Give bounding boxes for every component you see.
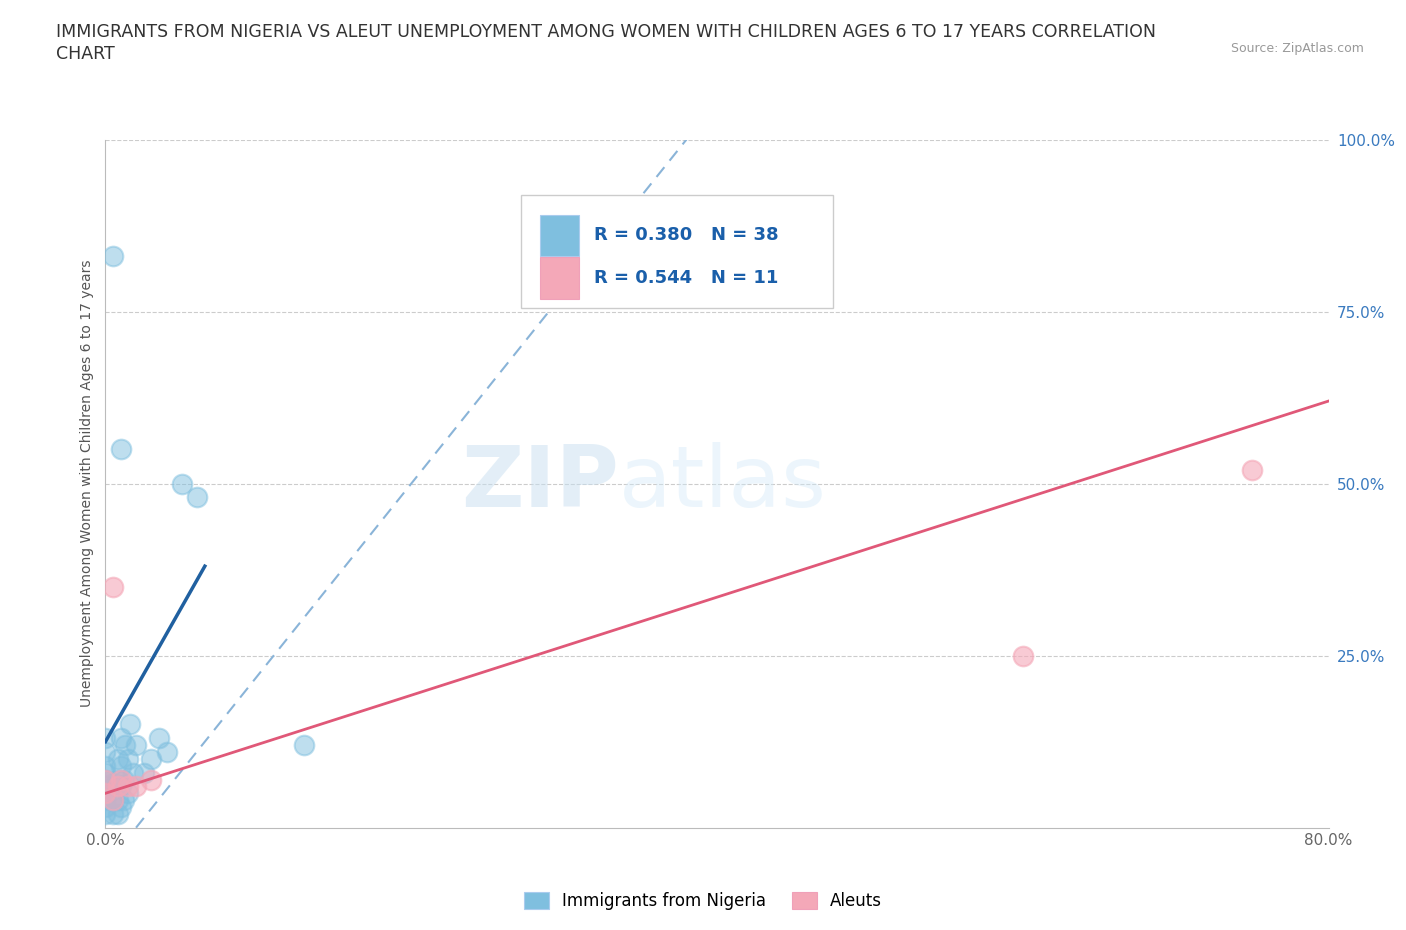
- Point: [94, 772, 117, 787]
- Point: [94, 745, 117, 760]
- Text: R = 0.380   N = 38: R = 0.380 N = 38: [593, 226, 778, 245]
- Point: [110, 758, 132, 773]
- Point: [94, 800, 117, 815]
- Point: [94, 772, 117, 787]
- Point: [94, 806, 117, 821]
- Point: [110, 731, 132, 746]
- Point: [148, 731, 170, 746]
- Legend: Immigrants from Nigeria, Aleuts: Immigrants from Nigeria, Aleuts: [517, 885, 889, 917]
- Point: [101, 249, 124, 264]
- Text: atlas: atlas: [619, 442, 827, 525]
- Text: IMMIGRANTS FROM NIGERIA VS ALEUT UNEMPLOYMENT AMONG WOMEN WITH CHILDREN AGES 6 T: IMMIGRANTS FROM NIGERIA VS ALEUT UNEMPLO…: [56, 23, 1156, 41]
- Point: [292, 737, 315, 752]
- Point: [112, 772, 135, 787]
- Point: [110, 772, 132, 787]
- Point: [125, 779, 148, 794]
- Point: [118, 717, 141, 732]
- Point: [94, 786, 117, 801]
- Point: [186, 490, 208, 505]
- Point: [107, 792, 129, 807]
- Point: [94, 758, 117, 773]
- Point: [101, 779, 124, 794]
- Point: [107, 779, 129, 794]
- Point: [125, 737, 148, 752]
- Point: [94, 765, 117, 780]
- FancyBboxPatch shape: [540, 215, 579, 256]
- Point: [110, 779, 132, 794]
- Text: CHART: CHART: [56, 45, 115, 62]
- Point: [107, 772, 129, 787]
- FancyBboxPatch shape: [522, 194, 834, 308]
- Point: [94, 786, 117, 801]
- Point: [117, 779, 139, 794]
- Point: [132, 765, 155, 780]
- Point: [141, 772, 163, 787]
- Y-axis label: Unemployment Among Women with Children Ages 6 to 17 years: Unemployment Among Women with Children A…: [80, 259, 94, 708]
- Point: [94, 779, 117, 794]
- Point: [112, 792, 135, 807]
- Point: [107, 806, 129, 821]
- Text: ZIP: ZIP: [461, 442, 619, 525]
- Point: [101, 579, 124, 594]
- Point: [141, 751, 163, 766]
- Point: [114, 737, 136, 752]
- Point: [122, 765, 145, 780]
- Point: [1241, 462, 1264, 477]
- Point: [101, 792, 124, 807]
- FancyBboxPatch shape: [540, 258, 579, 299]
- Point: [101, 792, 124, 807]
- Point: [107, 751, 129, 766]
- Text: Source: ZipAtlas.com: Source: ZipAtlas.com: [1230, 42, 1364, 55]
- Point: [94, 792, 117, 807]
- Point: [117, 751, 139, 766]
- Point: [101, 806, 124, 821]
- Point: [170, 476, 193, 491]
- Point: [110, 442, 132, 457]
- Point: [110, 800, 132, 815]
- Point: [155, 745, 177, 760]
- Point: [1011, 648, 1033, 663]
- Point: [94, 731, 117, 746]
- Point: [117, 786, 139, 801]
- Text: R = 0.544   N = 11: R = 0.544 N = 11: [593, 269, 778, 287]
